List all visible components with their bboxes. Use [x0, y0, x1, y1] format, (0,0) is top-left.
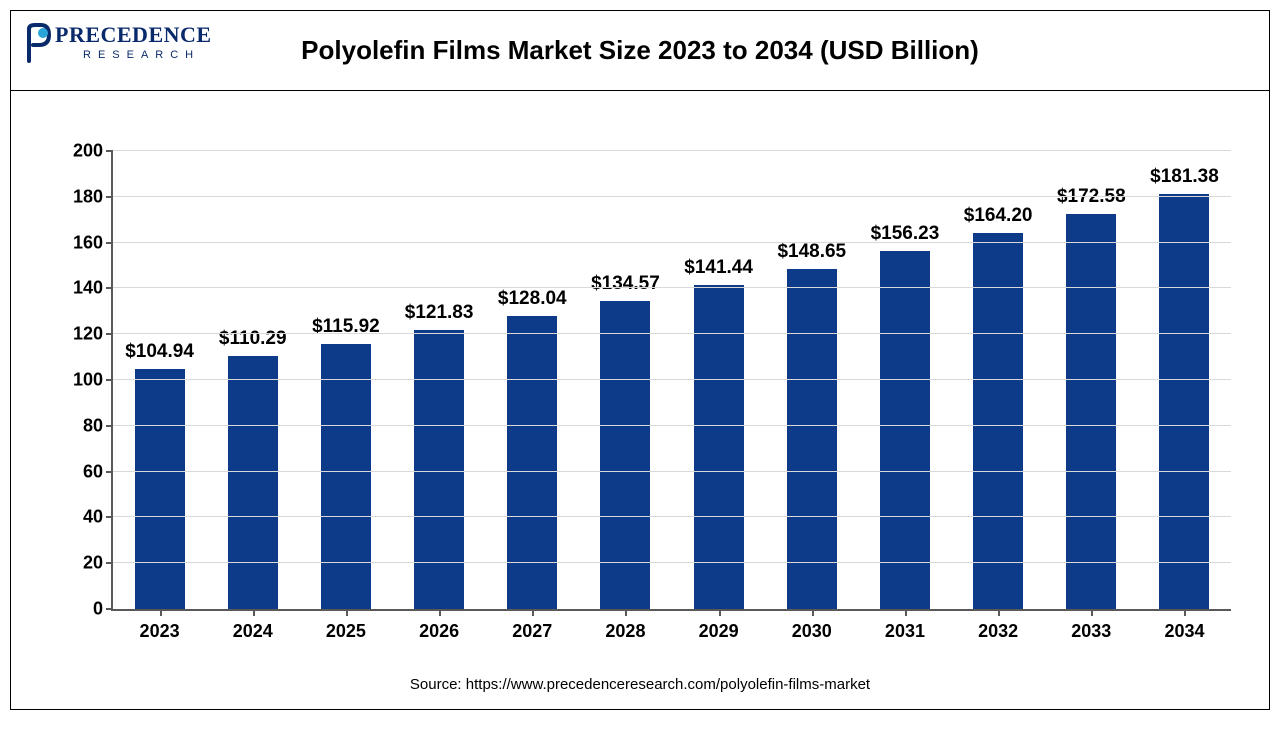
bar-value-label: $181.38 — [1150, 166, 1219, 188]
ytick-label: 80 — [53, 415, 103, 436]
xtick-label: 2029 — [699, 621, 739, 642]
xtick-mark — [905, 609, 907, 616]
ytick-mark — [106, 562, 113, 564]
xtick-mark — [439, 609, 441, 616]
gridline — [113, 516, 1231, 517]
xtick-label: 2025 — [326, 621, 366, 642]
bar: $181.38 — [1159, 194, 1209, 609]
bar-slot: $141.442029 — [672, 151, 765, 609]
bar: $156.23 — [880, 251, 930, 609]
bar-slot: $104.942023 — [113, 151, 206, 609]
ytick-mark — [106, 333, 113, 335]
ytick-mark — [106, 516, 113, 518]
bar-value-label: $148.65 — [777, 241, 846, 263]
ytick-label: 120 — [53, 324, 103, 345]
bar: $172.58 — [1066, 214, 1116, 609]
bar-value-label: $115.92 — [312, 316, 380, 338]
bar: $110.29 — [228, 356, 278, 609]
ytick-label: 160 — [53, 232, 103, 253]
ytick-mark — [106, 379, 113, 381]
bar: $128.04 — [507, 316, 557, 609]
bar-slot: $134.572028 — [579, 151, 672, 609]
ytick-mark — [106, 196, 113, 198]
bar-slot: $115.922025 — [299, 151, 392, 609]
ytick-mark — [106, 471, 113, 473]
bar-value-label: $121.83 — [405, 302, 474, 324]
bar-value-label: $134.57 — [591, 273, 660, 295]
xtick-label: 2030 — [792, 621, 832, 642]
xtick-mark — [998, 609, 1000, 616]
gridline — [113, 471, 1231, 472]
ytick-label: 20 — [53, 553, 103, 574]
xtick-mark — [625, 609, 627, 616]
xtick-mark — [812, 609, 814, 616]
brand-logo: PRECEDENCE RESEARCH — [25, 23, 212, 63]
gridline — [113, 287, 1231, 288]
gridline — [113, 242, 1231, 243]
xtick-mark — [253, 609, 255, 616]
xtick-mark — [1091, 609, 1093, 616]
xtick-label: 2027 — [512, 621, 552, 642]
logo-main-text: PRECEDENCE — [55, 22, 212, 47]
xtick-label: 2026 — [419, 621, 459, 642]
header: PRECEDENCE RESEARCH Polyolefin Films Mar… — [11, 11, 1269, 91]
ytick-mark — [106, 425, 113, 427]
bar-slot: $164.202032 — [952, 151, 1045, 609]
chart-frame: PRECEDENCE RESEARCH Polyolefin Films Mar… — [10, 10, 1270, 710]
bar: $115.92 — [321, 344, 371, 609]
source-citation: Source: https://www.precedenceresearch.c… — [11, 676, 1269, 693]
ytick-label: 140 — [53, 278, 103, 299]
bar-slot: $128.042027 — [486, 151, 579, 609]
logo-sub-text: RESEARCH — [83, 49, 212, 61]
xtick-label: 2028 — [605, 621, 645, 642]
bars-container: $104.942023$110.292024$115.922025$121.83… — [113, 151, 1231, 609]
ytick-label: 60 — [53, 461, 103, 482]
bar-slot: $172.582033 — [1045, 151, 1138, 609]
ytick-mark — [106, 242, 113, 244]
gridline — [113, 562, 1231, 563]
xtick-mark — [719, 609, 721, 616]
gridline — [113, 425, 1231, 426]
ytick-label: 100 — [53, 370, 103, 391]
xtick-mark — [346, 609, 348, 616]
ytick-label: 180 — [53, 186, 103, 207]
ytick-label: 0 — [53, 599, 103, 620]
gridline — [113, 196, 1231, 197]
xtick-label: 2034 — [1164, 621, 1204, 642]
chart-area: $104.942023$110.292024$115.922025$121.83… — [111, 151, 1231, 611]
ytick-mark — [106, 608, 113, 610]
bar: $148.65 — [787, 269, 837, 609]
xtick-mark — [160, 609, 162, 616]
bar-value-label: $110.29 — [219, 328, 287, 350]
plot-region: $104.942023$110.292024$115.922025$121.83… — [111, 151, 1231, 611]
xtick-label: 2023 — [140, 621, 180, 642]
bar-slot: $181.382034 — [1138, 151, 1231, 609]
bar-value-label: $104.94 — [125, 341, 194, 363]
bar-value-label: $128.04 — [498, 288, 567, 310]
ytick-mark — [106, 150, 113, 152]
xtick-label: 2031 — [885, 621, 925, 642]
bar-slot: $156.232031 — [858, 151, 951, 609]
gridline — [113, 333, 1231, 334]
bar: $104.94 — [135, 369, 185, 609]
ytick-label: 40 — [53, 507, 103, 528]
xtick-label: 2032 — [978, 621, 1018, 642]
bar-value-label: $141.44 — [684, 257, 753, 279]
xtick-label: 2024 — [233, 621, 273, 642]
xtick-mark — [1184, 609, 1186, 616]
bar-slot: $121.832026 — [393, 151, 486, 609]
bar-value-label: $164.20 — [964, 205, 1033, 227]
bar: $164.20 — [973, 233, 1023, 609]
gridline — [113, 379, 1231, 380]
ytick-label: 200 — [53, 141, 103, 162]
xtick-label: 2033 — [1071, 621, 1111, 642]
gridline — [113, 150, 1231, 151]
ytick-mark — [106, 287, 113, 289]
logo-icon — [25, 23, 51, 63]
xtick-mark — [532, 609, 534, 616]
bar-slot: $110.292024 — [206, 151, 299, 609]
bar-slot: $148.652030 — [765, 151, 858, 609]
bar: $121.83 — [414, 330, 464, 609]
